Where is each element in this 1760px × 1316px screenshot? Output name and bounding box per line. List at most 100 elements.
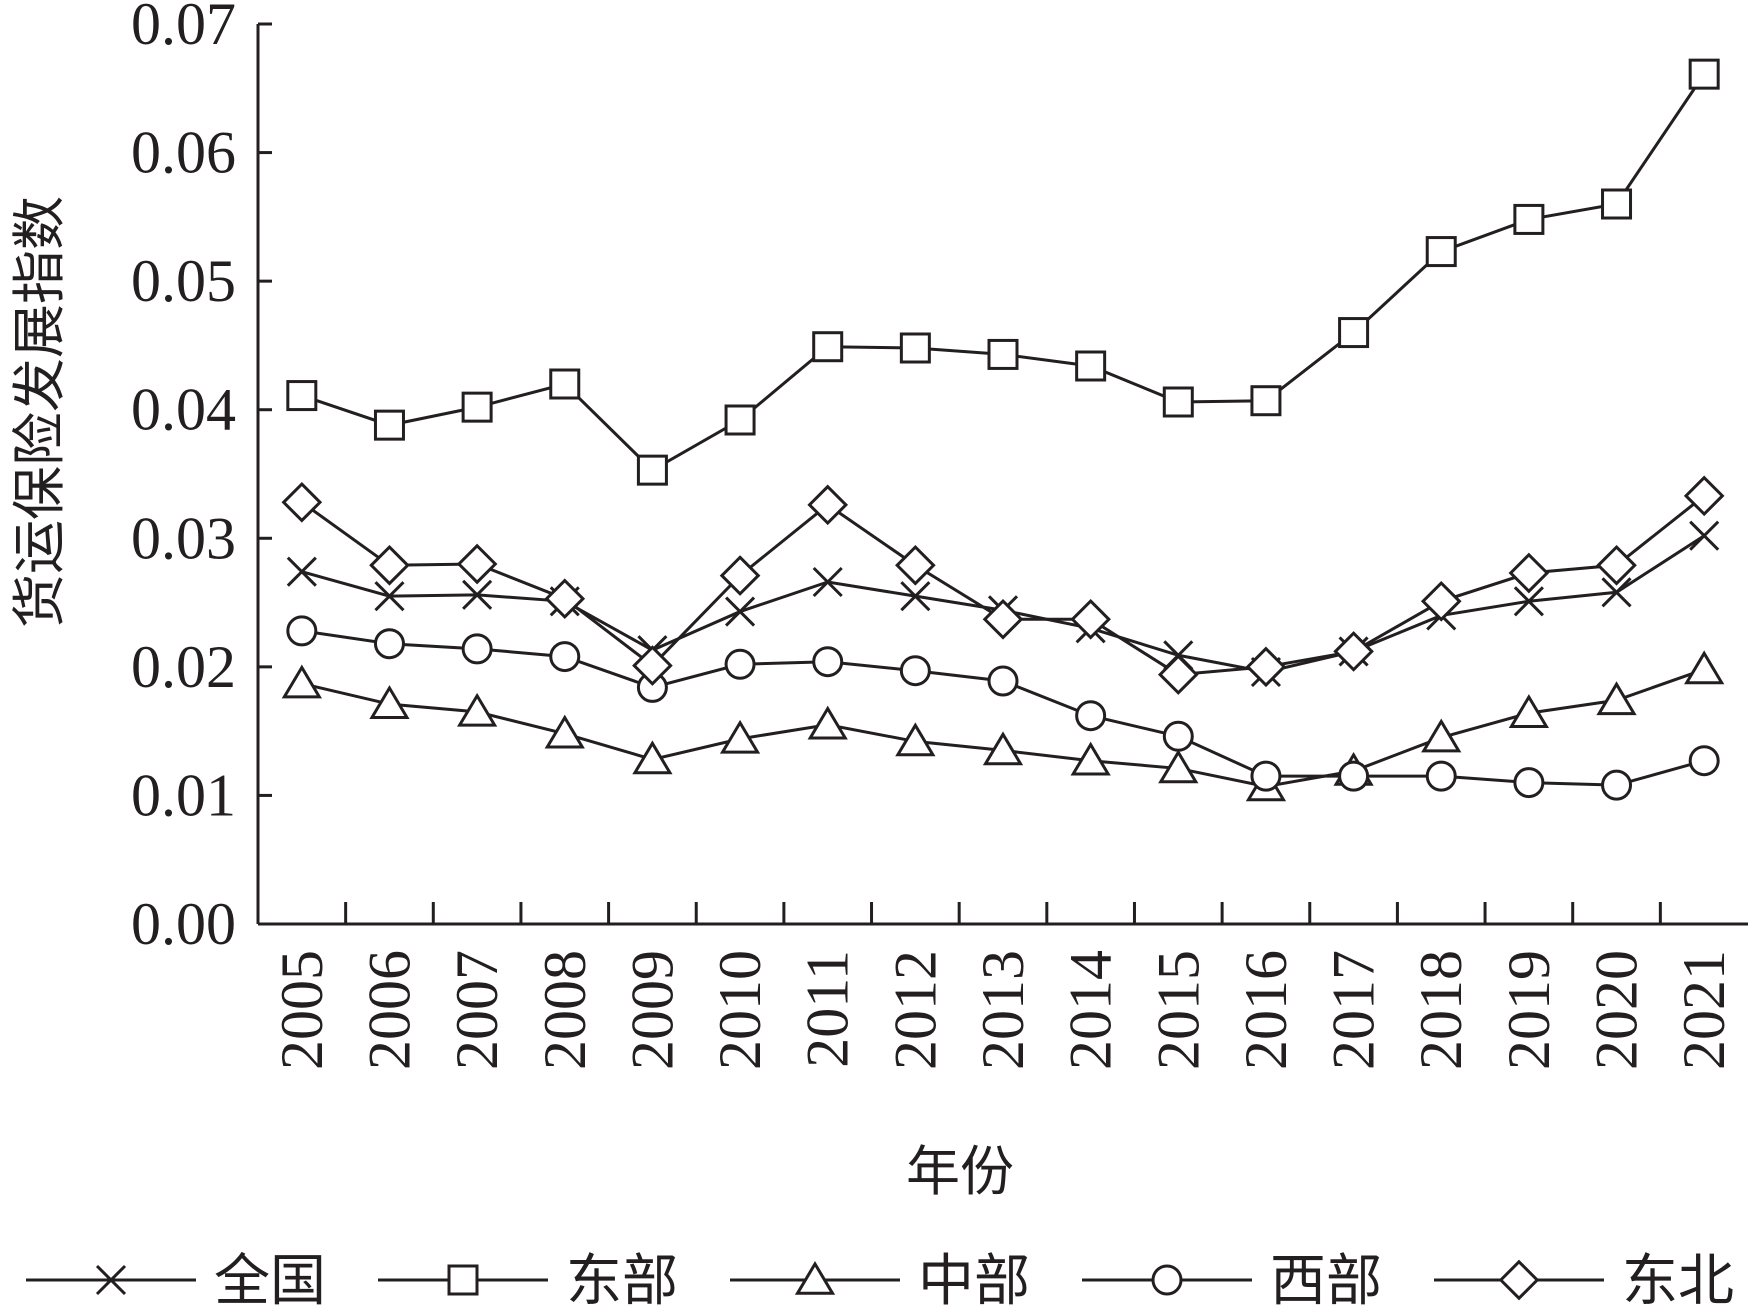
- data-point: [724, 596, 756, 627]
- data-point: [369, 544, 410, 586]
- data-point: [373, 409, 405, 441]
- x-tick-label: 2016: [1233, 950, 1299, 1070]
- data-point: [1688, 745, 1720, 777]
- data-point: [1075, 350, 1107, 382]
- data-point: [982, 731, 1024, 766]
- data-point: [373, 628, 405, 660]
- data-point: [1601, 577, 1632, 608]
- x-tick-label: 2012: [882, 950, 948, 1070]
- data-point: [895, 544, 936, 586]
- data-point: [1070, 741, 1111, 776]
- data-point: [447, 1264, 479, 1296]
- data-point: [281, 481, 323, 523]
- data-point: [895, 722, 936, 757]
- data-point: [1596, 681, 1637, 716]
- data-point: [544, 714, 585, 749]
- legend-item: 东北: [1434, 1249, 1734, 1314]
- data-point: [1070, 598, 1111, 640]
- data-point: [456, 543, 498, 585]
- legend-label: 东北: [1622, 1249, 1734, 1314]
- data-point: [1508, 552, 1550, 594]
- data-point: [724, 404, 756, 436]
- legend-label: 西部: [1270, 1249, 1382, 1314]
- series-group: [281, 58, 1725, 802]
- data-point: [900, 581, 931, 612]
- x-tick-label: 2009: [619, 950, 685, 1070]
- data-point: [462, 579, 493, 610]
- data-point: [1157, 654, 1199, 695]
- legend-label: 全国: [214, 1249, 326, 1314]
- x-tick-label: 2018: [1408, 950, 1474, 1070]
- y-tick-label: 0.06: [131, 120, 236, 186]
- data-point: [1338, 317, 1370, 349]
- data-point: [719, 719, 761, 754]
- legend-label: 东部: [566, 1249, 678, 1314]
- data-point: [1421, 718, 1462, 753]
- data-point: [1498, 1259, 1540, 1301]
- data-point: [549, 368, 581, 400]
- y-tick-label: 0.00: [131, 891, 236, 957]
- x-tick-label: 2014: [1058, 950, 1124, 1070]
- data-point: [95, 1264, 127, 1296]
- legend-label: 中部: [918, 1249, 1030, 1314]
- data-point: [281, 664, 322, 699]
- data-point: [286, 380, 318, 412]
- data-point: [982, 598, 1024, 640]
- series-circle: [286, 615, 1720, 801]
- data-point: [719, 555, 761, 596]
- data-point: [1245, 646, 1287, 688]
- data-point: [812, 646, 844, 678]
- legend-item: 西部: [1082, 1249, 1382, 1314]
- x-tick-label: 2020: [1584, 950, 1650, 1070]
- data-point: [1513, 203, 1545, 235]
- data-point: [1338, 760, 1370, 792]
- data-point: [456, 692, 498, 727]
- data-point: [1158, 749, 1199, 784]
- x-tick-label: 2017: [1321, 950, 1387, 1070]
- data-point: [1513, 586, 1544, 617]
- data-point: [987, 338, 1019, 370]
- x-tick-label: 2021: [1671, 950, 1737, 1070]
- y-tick-label: 0.07: [131, 0, 236, 57]
- data-point: [899, 332, 931, 364]
- data-point: [899, 655, 931, 687]
- y-tick-label: 0.05: [131, 248, 236, 314]
- data-point: [724, 648, 756, 680]
- data-point: [812, 331, 844, 363]
- data-point: [1596, 544, 1637, 586]
- data-point: [549, 641, 581, 673]
- data-point: [1420, 580, 1462, 622]
- data-point: [1508, 694, 1550, 728]
- data-point: [1688, 58, 1720, 90]
- x-tick-label: 2005: [269, 950, 335, 1070]
- data-point: [794, 1260, 836, 1295]
- data-point: [374, 581, 405, 612]
- data-point: [1689, 520, 1720, 551]
- data-point: [1151, 1264, 1183, 1296]
- data-point: [1425, 760, 1457, 792]
- series-line: [301, 73, 1706, 473]
- data-point: [461, 391, 493, 423]
- data-point: [461, 633, 493, 665]
- data-point: [636, 454, 668, 486]
- data-point: [1684, 650, 1725, 685]
- x-tick-label: 2015: [1145, 950, 1211, 1070]
- x-axis-title: 年份: [906, 1140, 1014, 1203]
- x-tick-label: 2019: [1496, 950, 1562, 1070]
- data-point: [1601, 188, 1633, 220]
- data-point: [369, 685, 410, 719]
- data-point: [1425, 236, 1457, 268]
- data-point: [812, 566, 843, 598]
- y-axis-title: 货运保险发展指数: [8, 196, 71, 628]
- series-square: [286, 58, 1720, 486]
- x-tick-label: 2010: [707, 950, 773, 1070]
- series-diamond: [281, 475, 1725, 695]
- data-point: [544, 578, 586, 620]
- data-point: [1162, 720, 1194, 752]
- legend: 全国 东部 中部 西部 东北: [26, 1249, 1734, 1314]
- y-tick-label: 0.02: [131, 634, 236, 700]
- legend-item: 中部: [730, 1249, 1030, 1314]
- data-point: [1601, 769, 1633, 801]
- series-line: [300, 494, 1706, 677]
